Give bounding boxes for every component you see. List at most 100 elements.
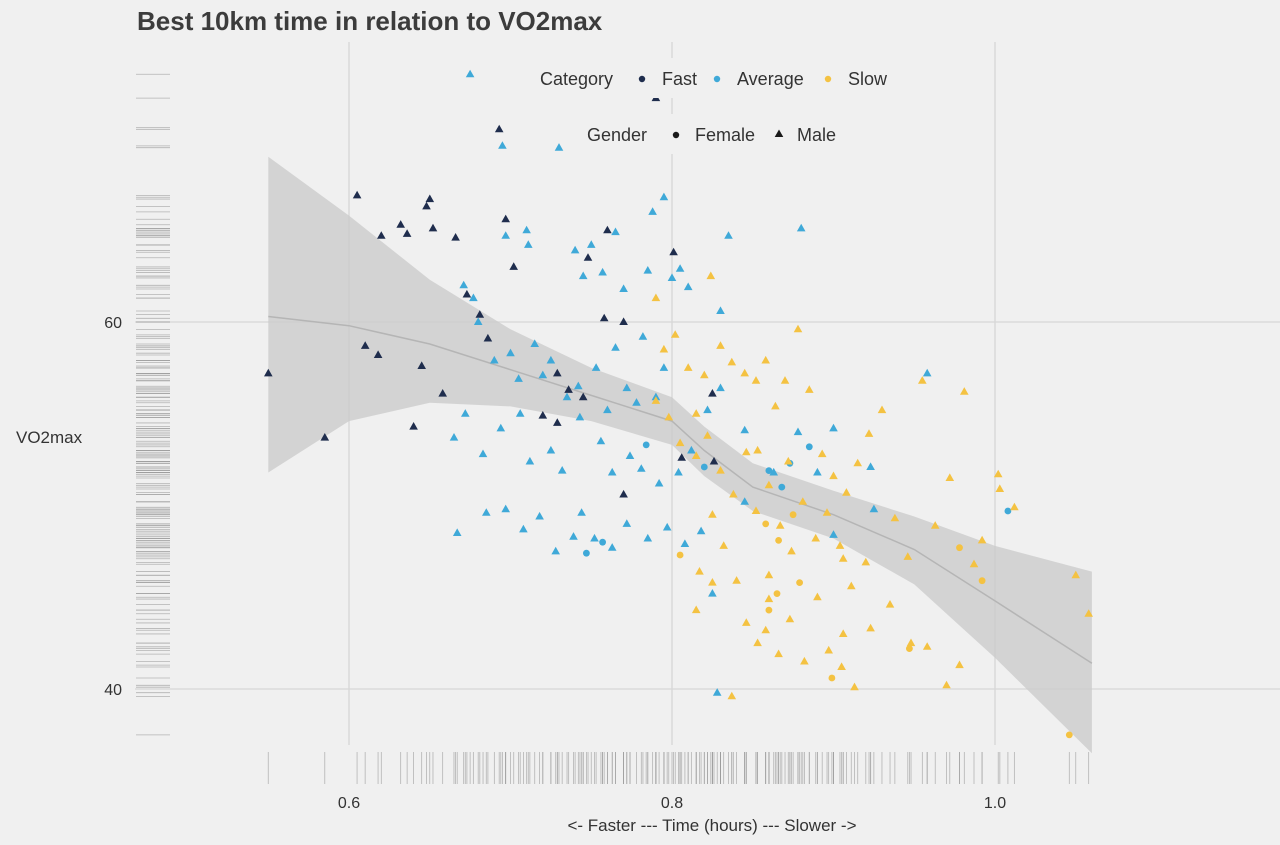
point-average-male xyxy=(611,227,620,236)
point-slow-male xyxy=(787,546,796,555)
point-average-male xyxy=(591,363,601,371)
point-slow-male xyxy=(885,600,895,608)
point-slow-male xyxy=(716,466,725,474)
point-fast-male xyxy=(475,310,485,318)
y-tick-label: 60 xyxy=(104,315,122,332)
point-average-male xyxy=(519,524,528,533)
legend-label-average: Average xyxy=(737,69,804,89)
point-average-male xyxy=(482,508,491,516)
point-fast-male xyxy=(264,368,273,377)
point-slow-male xyxy=(732,576,741,584)
point-slow-male xyxy=(753,445,762,454)
point-average-male xyxy=(587,240,596,248)
point-slow-male xyxy=(742,618,751,626)
legend-gender-background xyxy=(578,114,852,154)
point-slow-male xyxy=(842,488,851,496)
point-average-male xyxy=(675,264,685,272)
point-fast-male xyxy=(373,350,383,358)
point-slow-male xyxy=(835,541,845,549)
point-average-male xyxy=(922,368,932,377)
smooth-line xyxy=(268,315,1093,664)
legend-key-slow xyxy=(824,75,832,83)
point-slow-male xyxy=(817,449,827,458)
point-slow-male xyxy=(890,513,900,522)
point-fast-male xyxy=(553,368,562,377)
point-slow-male xyxy=(906,638,916,647)
point-average-male xyxy=(578,271,588,280)
point-fast-male xyxy=(462,289,472,298)
point-slow-male xyxy=(716,341,725,349)
point-slow-male xyxy=(1084,609,1093,617)
point-slow-female xyxy=(676,551,684,559)
point-average-female xyxy=(700,463,708,471)
point-slow-male xyxy=(751,506,761,514)
point-fast-male xyxy=(425,194,435,203)
point-slow-male xyxy=(847,581,856,590)
point-slow-male xyxy=(977,535,987,544)
point-average-male xyxy=(465,69,475,78)
point-average-male xyxy=(632,398,641,406)
point-slow-male xyxy=(866,623,875,632)
point-fast-male xyxy=(494,124,504,133)
point-average-male xyxy=(740,497,749,505)
legend-key-male xyxy=(774,129,784,137)
point-average-male xyxy=(557,466,567,474)
point-slow-male xyxy=(922,642,932,650)
point-average-male xyxy=(546,445,556,454)
point-average-female xyxy=(1004,507,1012,515)
point-fast-male xyxy=(708,389,717,397)
point-average-male xyxy=(829,423,838,432)
point-average-male xyxy=(525,456,535,465)
point-average-male xyxy=(619,284,628,292)
x-tick-label: 0.6 xyxy=(338,795,360,812)
point-average-male xyxy=(667,273,677,281)
point-average-female xyxy=(642,441,650,449)
point-slow-male xyxy=(740,368,749,377)
axis-ticks: 0.60.81.0406080 xyxy=(104,315,1006,812)
point-average-male xyxy=(570,245,580,254)
y-tick-label: 40 xyxy=(104,682,122,699)
point-fast-male xyxy=(578,392,588,401)
point-slow-male xyxy=(771,401,780,410)
point-slow-male xyxy=(838,554,848,562)
x-tick-label: 1.0 xyxy=(984,795,1006,812)
point-average-male xyxy=(829,530,838,538)
point-average-male xyxy=(449,433,459,441)
point-fast-male xyxy=(583,253,593,261)
point-slow-male xyxy=(805,385,814,393)
point-average-male xyxy=(459,280,468,289)
point-slow-male xyxy=(742,447,751,456)
point-slow-male xyxy=(1010,502,1019,511)
point-slow-female xyxy=(789,511,797,519)
point-slow-male xyxy=(780,376,790,384)
point-average-male xyxy=(574,381,583,390)
point-average-male xyxy=(469,293,478,302)
point-slow-male xyxy=(753,638,762,647)
point-average-male xyxy=(625,451,635,459)
point-average-male xyxy=(622,519,632,527)
point-fast-male xyxy=(669,247,678,256)
x-tick-label: 0.8 xyxy=(661,795,683,812)
point-slow-male xyxy=(761,355,770,364)
point-average-male xyxy=(654,478,664,487)
point-slow-male xyxy=(930,521,940,529)
point-average-male xyxy=(607,467,617,476)
point-slow-male xyxy=(670,330,680,338)
point-fast-male xyxy=(599,313,609,322)
point-slow-male xyxy=(764,570,774,579)
point-average-male xyxy=(716,383,725,392)
point-fast-male xyxy=(538,411,548,419)
point-average-male xyxy=(506,348,515,357)
point-slow-male xyxy=(853,458,862,467)
point-slow-female xyxy=(796,579,803,586)
point-fast-male xyxy=(396,220,405,228)
point-fast-male xyxy=(564,385,573,393)
point-average-female xyxy=(778,483,786,491)
legend-label-fast: Fast xyxy=(662,69,697,89)
point-average-male xyxy=(590,533,599,542)
point-average-female xyxy=(765,467,773,474)
point-slow-male xyxy=(708,510,717,518)
point-fast-male xyxy=(553,418,562,426)
point-fast-male xyxy=(483,333,493,342)
point-average-male xyxy=(551,546,560,555)
